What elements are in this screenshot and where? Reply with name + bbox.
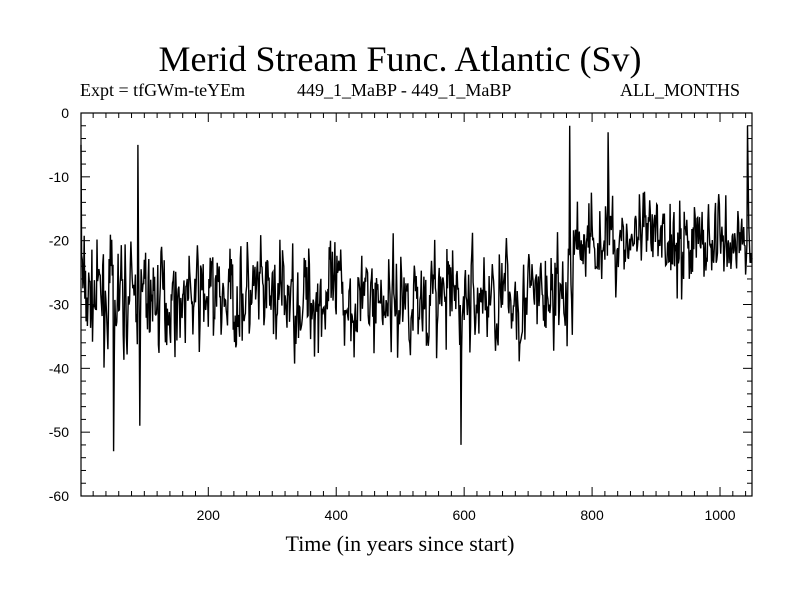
y-tick-label: 0 [61,105,69,121]
y-tick-label: -50 [49,424,69,440]
series-line [80,125,753,452]
subtitle-months: ALL_MONTHS [620,80,740,100]
x-tick-label: 800 [580,507,604,523]
subtitle-experiment: Expt = tfGWm-teYEm [80,80,246,100]
x-tick-label: 600 [452,507,476,523]
x-axis-label: Time (in years since start) [285,531,515,556]
subtitle-period: 449_1_MaBP - 449_1_MaBP [297,80,512,100]
y-tick-label: -40 [49,360,69,376]
y-tick-label: -60 [49,488,69,504]
x-tick-label: 200 [197,507,221,523]
x-tick-label: 1000 [704,507,735,523]
y-tick-label: -30 [49,297,69,313]
y-tick-label: -10 [49,169,69,185]
chart-title: Merid Stream Func. Atlantic (Sv) [158,39,642,79]
y-tick-label: -20 [49,233,69,249]
x-tick-label: 400 [325,507,349,523]
plot-frame [80,112,753,497]
